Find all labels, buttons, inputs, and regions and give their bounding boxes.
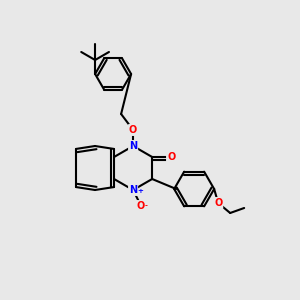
Text: O: O [214, 198, 222, 208]
Text: N: N [129, 141, 137, 151]
Text: -: - [145, 203, 148, 209]
Text: O: O [129, 125, 137, 135]
Text: O: O [167, 152, 175, 162]
Text: +: + [137, 188, 143, 194]
Text: O: O [137, 201, 145, 211]
Text: N: N [129, 185, 137, 195]
